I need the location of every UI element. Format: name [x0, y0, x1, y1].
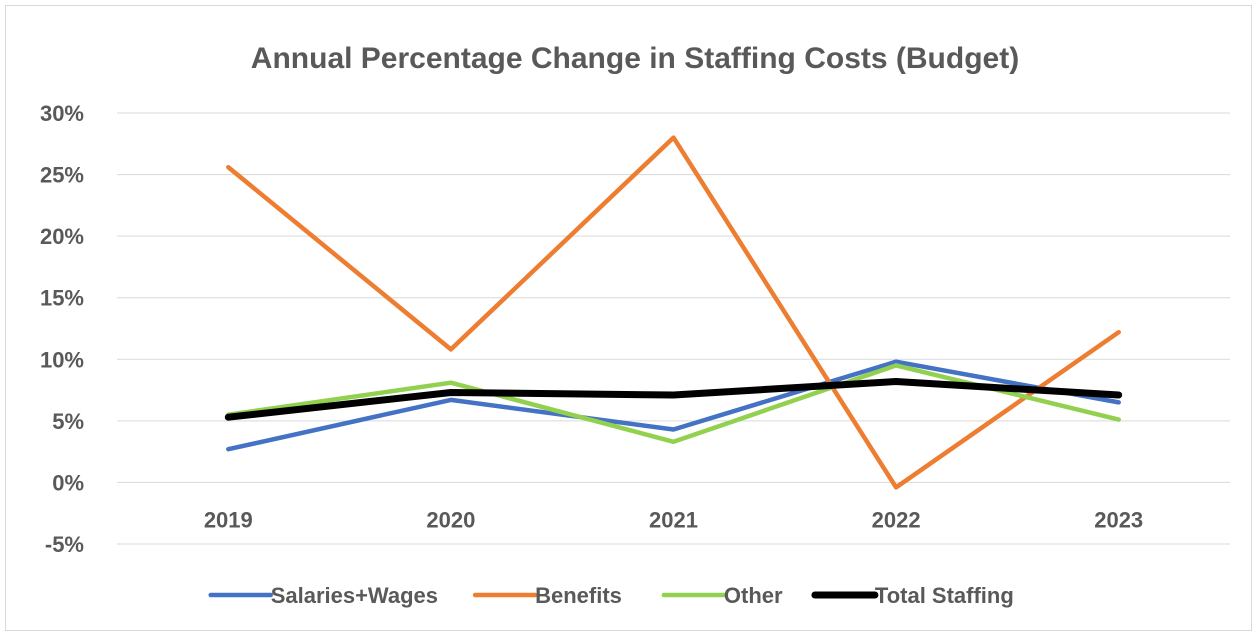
legend: Salaries+Wages Benefits Other Total Staffin…	[208, 583, 1014, 608]
x-tick-label: 2021	[649, 507, 698, 532]
series-lines	[224, 135, 1123, 490]
y-tick-label: 20%	[40, 224, 84, 249]
y-tick-label: 10%	[40, 347, 84, 372]
legend-label: Benefits	[535, 583, 622, 608]
y-tick-label: 15%	[40, 286, 84, 311]
gridlines	[117, 112, 1230, 545]
y-tick-label: 0%	[52, 470, 84, 495]
x-axis-ticks: 2019 2020 2021 2022 2023	[204, 507, 1143, 532]
x-tick-label: 2023	[1094, 507, 1143, 532]
y-tick-label: 5%	[52, 409, 84, 434]
x-tick-label: 2022	[872, 507, 921, 532]
x-tick-label: 2019	[204, 507, 253, 532]
y-axis-ticks: -5% 0% 5% 10% 15% 20% 25% 30%	[40, 101, 84, 557]
y-tick-label: -5%	[45, 532, 84, 557]
y-tick-label: 30%	[40, 101, 84, 126]
chart-border	[5, 5, 1252, 631]
y-tick-label: 25%	[40, 163, 84, 188]
legend-label: Other	[724, 583, 783, 608]
legend-label: Total Staffing	[875, 583, 1014, 608]
legend-label: Salaries+Wages	[271, 583, 438, 608]
x-tick-label: 2020	[426, 507, 475, 532]
chart-title: Annual Percentage Change in Staffing Cos…	[251, 42, 1019, 75]
